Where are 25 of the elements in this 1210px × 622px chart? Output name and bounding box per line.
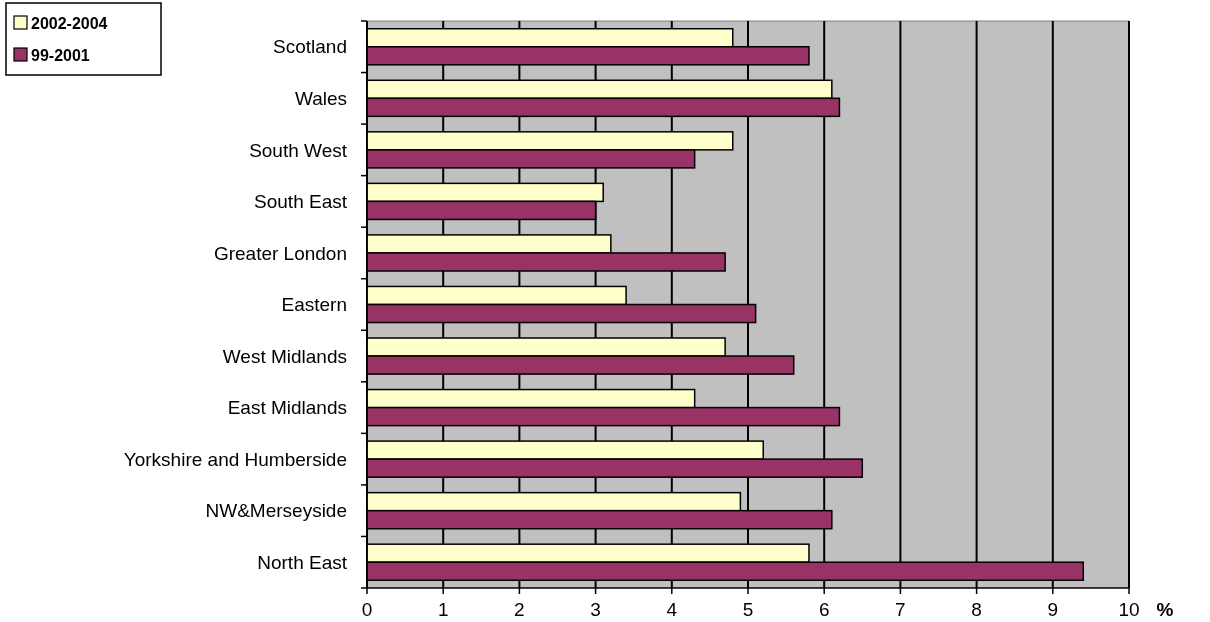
x-tick-label: 0 (361, 599, 373, 620)
y-tick-label: Yorkshire and Humberside (123, 448, 347, 470)
x-tick-label: 3 (590, 599, 601, 620)
y-tick-label: North East (257, 551, 348, 573)
legend-label: 2002-2004 (31, 14, 108, 32)
y-tick-label: South East (254, 191, 348, 213)
y-tick-label: Scotland (273, 36, 347, 58)
x-tick-label: 10 (1118, 599, 1140, 620)
legend-label: 99-2001 (31, 46, 90, 64)
x-axis-title: % (1156, 599, 1174, 620)
y-tick-label: NW&Merseyside (205, 500, 347, 522)
x-tick-label: 2 (514, 599, 525, 620)
y-tick-label: Greater London (213, 242, 347, 264)
x-tick-label: 6 (818, 599, 830, 620)
x-tick-label: 1 (437, 599, 449, 620)
y-tick-label: West Midlands (222, 345, 347, 367)
x-tick-label: 9 (1047, 599, 1059, 620)
x-tick-label: 8 (971, 599, 982, 620)
y-tick-label: South West (249, 139, 348, 161)
y-tick-label: Eastern (281, 294, 347, 316)
y-tick-label: Wales (294, 87, 347, 109)
y-tick-label: East Midlands (227, 397, 347, 419)
x-tick-label: 7 (895, 599, 906, 620)
x-tick-label: 4 (666, 599, 678, 620)
x-tick-label: 5 (742, 599, 754, 620)
